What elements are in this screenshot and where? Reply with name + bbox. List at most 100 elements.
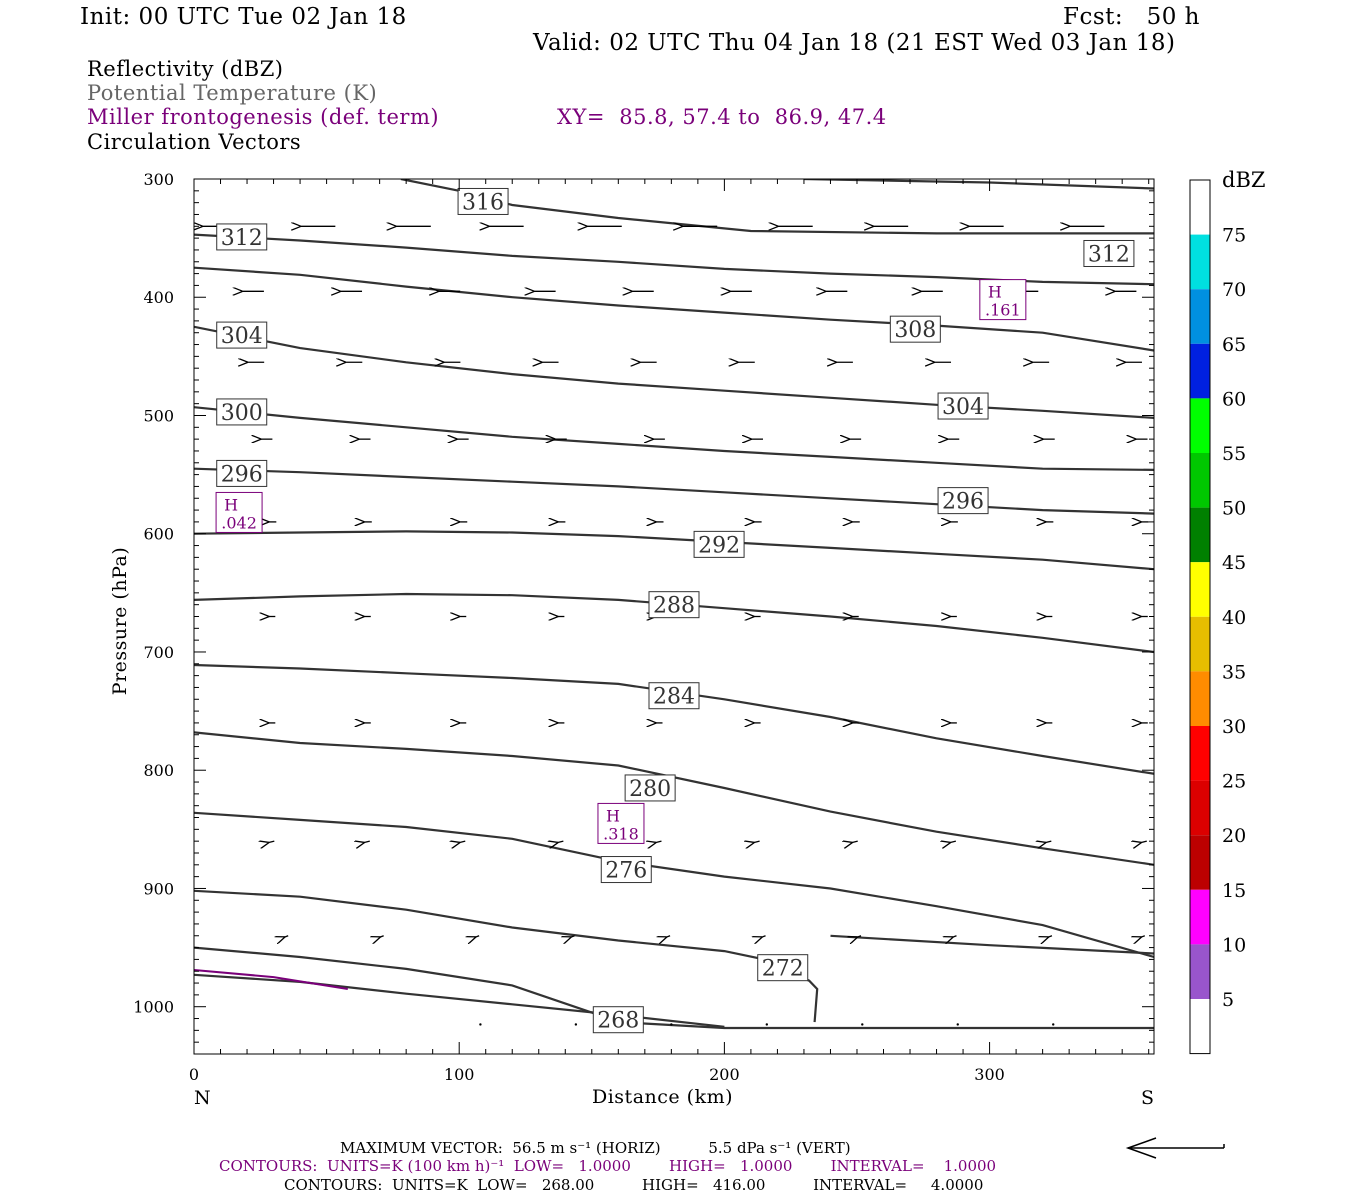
contour-label-box	[216, 321, 268, 349]
colorbar-segment	[1190, 780, 1210, 836]
contour-label-312: 312	[221, 226, 263, 251]
contour-label-296: 296	[221, 462, 263, 487]
y-tick-label: 400	[143, 288, 174, 307]
frontogenesis-max-value: .161	[985, 301, 1021, 320]
contour-label-box	[937, 392, 989, 420]
colorbar-segment	[1190, 726, 1210, 781]
contour-label-box	[216, 398, 268, 426]
colorbar-segment	[1190, 562, 1210, 617]
frontogenesis-max-label: H	[606, 806, 620, 825]
theta-contour-316	[400, 179, 1154, 235]
frontogenesis-max-value: .042	[221, 513, 257, 532]
contour-label-316: 316	[462, 190, 504, 215]
circulation-vector	[571, 935, 575, 938]
colorbar-label: 5	[1222, 989, 1234, 1011]
colorbar-segment	[1190, 944, 1210, 999]
colorbar-segment	[1190, 889, 1210, 945]
contour-label-268: 268	[597, 1009, 639, 1034]
frontogenesis-max-box	[597, 802, 645, 844]
colorbar-frame	[1189, 179, 1211, 1055]
contour-label-box	[592, 1006, 644, 1034]
colorbar-segment	[1190, 234, 1210, 290]
x-axis-south-label: S	[1141, 1087, 1155, 1109]
circulation-vector	[852, 841, 858, 843]
theta-contour-276	[194, 811, 1154, 959]
circulation-vector	[1052, 1023, 1055, 1026]
y-tick-label: 700	[143, 643, 174, 662]
contour-label-box	[648, 591, 700, 619]
colorbar-label: 10	[1222, 934, 1246, 956]
colorbar-segment	[1190, 180, 1210, 235]
colorbar-label: 65	[1222, 334, 1246, 356]
circulation-vector	[950, 841, 957, 843]
circulation-vector	[574, 1023, 578, 1026]
forecast-hour: Fcst: 50 h	[1063, 4, 1200, 30]
x-tick-label: 300	[974, 1065, 1005, 1084]
colorbar-segment	[1190, 616, 1210, 672]
contour-label-box	[216, 223, 268, 251]
colorbar-segment	[1190, 671, 1210, 726]
circulation-vector	[1045, 841, 1052, 843]
colorbar-label: 45	[1222, 552, 1246, 574]
x-axis-north-label: N	[194, 1087, 211, 1109]
circulation-vector	[1141, 935, 1145, 938]
field-circulation: Circulation Vectors	[87, 130, 302, 154]
x-tick-label: 200	[709, 1065, 740, 1084]
circulation-vector	[268, 841, 275, 843]
circulation-vector	[284, 935, 289, 938]
contour-label-box	[693, 530, 745, 558]
field-theta: Potential Temperature (K)	[87, 81, 378, 105]
colorbar-label: 60	[1222, 388, 1246, 410]
colorbar-label: 25	[1222, 771, 1246, 793]
circulation-vector	[655, 841, 662, 843]
contour-label-308: 308	[894, 318, 936, 343]
y-tick-label: 600	[143, 525, 174, 544]
circulation-vector	[670, 1023, 673, 1026]
frontogenesis-max-box	[979, 279, 1027, 321]
colorbar-unit: dBZ	[1222, 168, 1266, 192]
contour-label-box	[757, 954, 809, 982]
colorbar-label: 50	[1222, 498, 1246, 520]
colorbar-segment	[1190, 398, 1210, 453]
frontogenesis-max-box	[215, 491, 263, 533]
contour-label-276: 276	[605, 859, 647, 884]
field-miller: Miller frontogenesis (def. term)	[87, 105, 440, 129]
circulation-vector	[364, 841, 370, 843]
circulation-vector	[479, 1023, 482, 1026]
circulation-vector	[459, 841, 466, 843]
init-time: Init: 00 UTC Tue 02 Jan 18	[80, 4, 407, 30]
colorbar-segment	[1190, 453, 1210, 508]
circulation-vector	[557, 841, 564, 843]
reference-vector-arrow	[1125, 1137, 1225, 1159]
colorbar-segment	[1190, 507, 1210, 563]
colorbar-label: 35	[1222, 661, 1246, 683]
contour-label-box	[624, 774, 676, 802]
y-tick-label: 900	[143, 879, 174, 898]
theta-contour-268	[194, 973, 725, 1028]
cross-section-endpoints: XY= 85.8, 57.4 to 86.9, 47.4	[557, 105, 887, 129]
circulation-vector	[666, 935, 671, 938]
contour-label-280: 280	[629, 777, 671, 802]
frontogenesis-max-label: H	[224, 495, 238, 514]
circulation-vector	[1048, 935, 1053, 938]
colorbar-segment	[1190, 999, 1210, 1054]
theta-contour-308	[194, 266, 1154, 352]
theta-contour-272	[830, 934, 1154, 955]
contour-label-box	[937, 487, 989, 515]
circulation-vector	[475, 935, 480, 938]
theta-contour-292	[194, 530, 1154, 571]
colorbar-label: 70	[1222, 279, 1246, 301]
theta-contour-284	[194, 663, 1154, 775]
contour-label-box	[457, 187, 509, 215]
colorbar-label: 30	[1222, 716, 1246, 738]
miller-contour	[194, 969, 348, 990]
colorbar-label: 20	[1222, 825, 1246, 847]
contour-label-300: 300	[221, 401, 263, 426]
circulation-vector	[754, 841, 760, 843]
circulation-vector	[762, 935, 766, 938]
contour-label-284: 284	[653, 685, 695, 710]
colorbar-label: 15	[1222, 880, 1246, 902]
circulation-vector	[952, 935, 957, 938]
y-tick-label: 300	[143, 170, 174, 189]
